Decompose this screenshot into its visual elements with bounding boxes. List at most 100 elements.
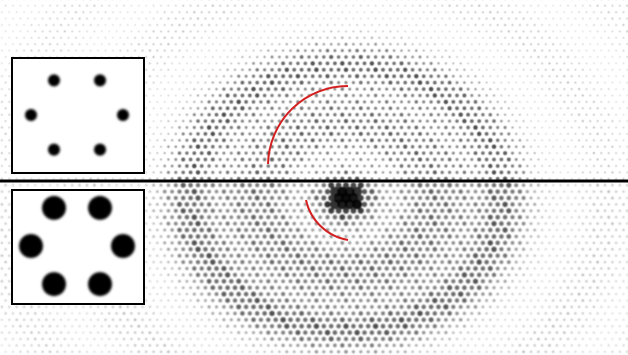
diffraction-spot	[267, 36, 270, 39]
diffraction-spot	[589, 184, 592, 187]
diffraction-spot	[481, 75, 484, 78]
diffraction-spot	[604, 338, 606, 340]
diffraction-spot	[440, 80, 444, 85]
diffraction-spot	[0, 100, 3, 103]
diffraction-spot	[407, 215, 411, 220]
diffraction-spot	[443, 215, 448, 220]
diffraction-spot	[425, 298, 430, 303]
diffraction-spot	[404, 4, 407, 7]
diffraction-spot	[611, 107, 614, 110]
diffraction-spot	[563, 318, 566, 321]
diffraction-spot	[585, 241, 588, 245]
diffraction-spot	[425, 221, 430, 226]
diffraction-spot	[381, 209, 385, 213]
diffraction-spot	[437, 37, 440, 39]
diffraction-spot	[300, 30, 303, 33]
diffraction-spot	[203, 196, 208, 200]
diffraction-spot	[232, 298, 238, 303]
diffraction-spot	[167, 120, 170, 123]
diffraction-spot	[622, 88, 625, 90]
diffraction-spot	[537, 286, 540, 289]
diffraction-spot	[307, 247, 311, 252]
diffraction-spot	[255, 157, 259, 162]
diffraction-spot	[463, 4, 466, 7]
diffraction-spot	[270, 273, 274, 277]
diffraction-spot	[596, 81, 599, 84]
diffraction-spot	[555, 293, 558, 296]
diffraction-spot	[607, 177, 610, 180]
diffraction-spot	[104, 344, 107, 347]
diffraction-spot	[511, 75, 514, 77]
diffraction-spot	[407, 164, 411, 168]
diffraction-spot	[604, 43, 606, 45]
diffraction-spot	[307, 183, 311, 187]
diffraction-spot	[463, 81, 466, 84]
diffraction-spot	[470, 68, 473, 71]
diffraction-spot	[519, 75, 521, 77]
diffraction-spot	[514, 158, 518, 161]
diffraction-spot	[199, 253, 204, 258]
diffraction-spot	[23, 318, 26, 321]
diffraction-spot	[563, 203, 566, 206]
diffraction-spot	[4, 350, 7, 353]
diffraction-spot	[38, 11, 40, 13]
diffraction-spot	[189, 43, 192, 46]
diffraction-spot	[292, 234, 297, 239]
diffraction-spot	[581, 68, 584, 71]
diffraction-spot	[67, 24, 70, 26]
diffraction-spot	[451, 99, 456, 104]
diffraction-spot	[406, 330, 411, 335]
diffraction-spot	[373, 55, 378, 59]
diffraction-spot	[178, 305, 181, 308]
diffraction-spot	[484, 259, 489, 265]
diffraction-spot	[182, 43, 185, 46]
diffraction-spot	[86, 312, 88, 315]
diffraction-spot	[45, 36, 48, 39]
diffraction-spot	[4, 273, 7, 276]
diffraction-spot	[358, 80, 363, 85]
diffraction-spot	[229, 304, 234, 309]
diffraction-spot	[284, 170, 289, 175]
diffraction-spot	[351, 145, 355, 149]
diffraction-spot	[373, 247, 378, 252]
diffraction-spot	[578, 165, 581, 167]
diffraction-spot	[108, 4, 111, 7]
diffraction-spot	[244, 151, 248, 155]
diffraction-spot	[178, 293, 181, 296]
diffraction-spot	[514, 183, 519, 188]
diffraction-spot	[203, 106, 207, 110]
diffraction-spot	[589, 299, 592, 302]
diffraction-spot	[503, 305, 507, 309]
diffraction-spot	[522, 132, 525, 135]
diffraction-spot	[86, 338, 88, 340]
diffraction-spot	[343, 247, 349, 252]
diffraction-spot	[137, 324, 141, 328]
diffraction-spot	[596, 43, 599, 45]
diffraction-spot	[266, 113, 270, 117]
diffraction-spot	[193, 62, 196, 65]
diffraction-spot	[148, 267, 151, 270]
diffraction-spot	[510, 254, 515, 258]
diffraction-spot	[603, 260, 607, 264]
diffraction-spot	[218, 132, 222, 136]
diffraction-spot	[552, 248, 555, 251]
diffraction-spot	[343, 323, 349, 329]
diffraction-spot	[428, 240, 434, 246]
diffraction-spot	[507, 145, 511, 149]
diffraction-spot	[418, 119, 422, 123]
diffraction-spot	[12, 43, 14, 45]
diffraction-spot	[451, 304, 456, 309]
diffraction-spot	[481, 112, 485, 117]
diffraction-spot	[559, 94, 562, 97]
diffraction-spot	[208, 75, 211, 78]
diffraction-spot	[285, 350, 289, 354]
diffraction-spot	[204, 17, 207, 20]
diffraction-spot	[185, 36, 188, 39]
diffraction-spot	[604, 120, 606, 122]
diffraction-spot	[506, 234, 512, 239]
diffraction-spot	[188, 247, 193, 252]
diffraction-spot	[578, 228, 581, 232]
diffraction-spot	[499, 157, 504, 162]
diffraction-spot	[541, 280, 544, 283]
diffraction-spot	[4, 132, 7, 135]
